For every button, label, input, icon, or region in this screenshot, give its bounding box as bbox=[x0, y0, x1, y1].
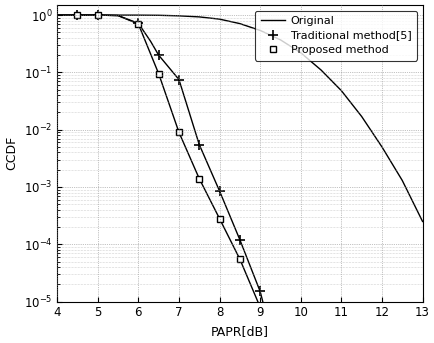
Original bbox=[358, 115, 363, 119]
Traditional method[5] bbox=[156, 53, 161, 57]
Original bbox=[419, 220, 424, 224]
Original bbox=[318, 68, 323, 72]
Proposed method bbox=[135, 22, 141, 26]
Proposed method bbox=[75, 13, 80, 17]
Original bbox=[176, 14, 181, 18]
Traditional method[5] bbox=[75, 13, 80, 17]
Original bbox=[277, 38, 283, 42]
Line: Proposed method: Proposed method bbox=[74, 12, 263, 310]
Original bbox=[135, 13, 141, 17]
Proposed method bbox=[196, 177, 201, 181]
Proposed method bbox=[237, 257, 242, 261]
Legend: Original, Traditional method[5], Proposed method: Original, Traditional method[5], Propose… bbox=[255, 11, 416, 61]
Original bbox=[54, 13, 59, 17]
Original bbox=[257, 28, 262, 33]
Line: Traditional method[5]: Traditional method[5] bbox=[72, 10, 264, 296]
Original bbox=[196, 15, 201, 19]
Proposed method bbox=[156, 72, 161, 76]
Traditional method[5] bbox=[217, 189, 222, 193]
Traditional method[5] bbox=[196, 142, 201, 146]
Traditional method[5] bbox=[135, 21, 141, 25]
Traditional method[5] bbox=[176, 78, 181, 82]
Original bbox=[95, 13, 100, 17]
Y-axis label: CCDF: CCDF bbox=[5, 136, 18, 170]
Original bbox=[156, 13, 161, 17]
Original bbox=[338, 88, 343, 93]
Line: Original: Original bbox=[57, 15, 421, 222]
Proposed method bbox=[176, 130, 181, 134]
Original bbox=[75, 13, 80, 17]
Proposed method bbox=[217, 217, 222, 221]
Original bbox=[115, 13, 120, 17]
Traditional method[5] bbox=[95, 13, 100, 17]
Original bbox=[217, 17, 222, 21]
X-axis label: PAPR[dB]: PAPR[dB] bbox=[210, 325, 268, 338]
Original bbox=[378, 145, 384, 149]
Proposed method bbox=[257, 305, 262, 309]
Traditional method[5] bbox=[237, 238, 242, 242]
Original bbox=[297, 51, 302, 55]
Original bbox=[399, 178, 404, 182]
Original bbox=[237, 22, 242, 26]
Traditional method[5] bbox=[257, 289, 262, 294]
Proposed method bbox=[95, 13, 100, 17]
